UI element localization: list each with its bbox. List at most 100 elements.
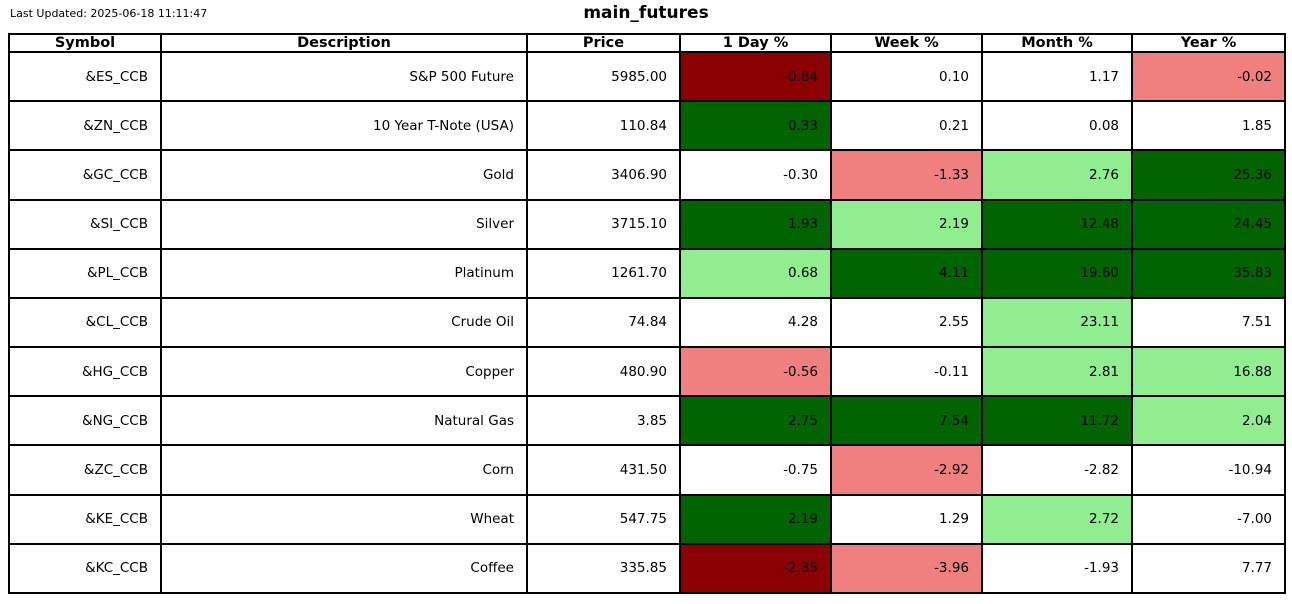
column-header-1day: 1 Day % bbox=[679, 33, 832, 53]
price-cell: 74.84 bbox=[526, 296, 681, 349]
change-cell: -0.11 bbox=[830, 346, 983, 398]
price-cell: 1261.70 bbox=[526, 247, 681, 299]
change-cell: 25.36 bbox=[1131, 149, 1286, 201]
description-cell: Crude Oil bbox=[160, 296, 528, 349]
symbol-cell: &KE_CCB bbox=[8, 493, 162, 545]
table-row: &KC_CCB Coffee 335.85 -2.35 -3.96 -1.93 7.77 bbox=[8, 542, 1286, 595]
change-cell: 2.19 bbox=[830, 198, 983, 250]
change-cell: 2.19 bbox=[679, 493, 832, 545]
change-cell: -0.84 bbox=[679, 50, 832, 103]
price-cell: 547.75 bbox=[526, 493, 681, 545]
description-cell: Copper bbox=[160, 346, 528, 398]
change-cell: 11.72 bbox=[981, 395, 1133, 447]
table-row: &ZC_CCB Corn 431.50 -0.75 -2.92 -2.82 -10.94 bbox=[8, 444, 1286, 496]
price-cell: 110.84 bbox=[526, 100, 681, 152]
change-cell: 2.75 bbox=[679, 395, 832, 447]
change-cell: 2.76 bbox=[981, 149, 1133, 201]
symbol-cell: &GC_CCB bbox=[8, 149, 162, 201]
change-cell: -2.92 bbox=[830, 444, 983, 496]
change-cell: 1.29 bbox=[830, 493, 983, 545]
description-cell: Wheat bbox=[160, 493, 528, 545]
table-row: &ZN_CCB 10 Year T-Note (USA) 110.84 0.33 0.2… bbox=[8, 100, 1286, 152]
symbol-cell: &ZC_CCB bbox=[8, 444, 162, 496]
description-cell: 10 Year T-Note (USA) bbox=[160, 100, 528, 152]
description-cell: Corn bbox=[160, 444, 528, 496]
change-cell: 0.10 bbox=[830, 50, 983, 103]
futures-table-body: &ES_CCB S&P 500 Future 5985.00 -0.84 0.10 1.1… bbox=[8, 50, 1286, 595]
price-cell: 3.85 bbox=[526, 395, 681, 447]
change-cell: 0.68 bbox=[679, 247, 832, 299]
symbol-cell: &PL_CCB bbox=[8, 247, 162, 299]
change-cell: 2.72 bbox=[981, 493, 1133, 545]
change-cell: 0.08 bbox=[981, 100, 1133, 152]
column-header-price: Price bbox=[526, 33, 681, 53]
column-header-week: Week % bbox=[830, 33, 983, 53]
column-header-month: Month % bbox=[981, 33, 1133, 53]
change-cell: -3.96 bbox=[830, 542, 983, 595]
change-cell: 35.83 bbox=[1131, 247, 1286, 299]
page-title: main_futures bbox=[583, 3, 709, 23]
symbol-cell: &KC_CCB bbox=[8, 542, 162, 595]
change-cell: 2.55 bbox=[830, 296, 983, 349]
change-cell: 4.28 bbox=[679, 296, 832, 349]
price-cell: 3715.10 bbox=[526, 198, 681, 250]
last-updated-timestamp: Last Updated: 2025-06-18 11:11:47 bbox=[10, 7, 208, 20]
symbol-cell: &NG_CCB bbox=[8, 395, 162, 447]
change-cell: 12.48 bbox=[981, 198, 1133, 250]
change-cell: -2.82 bbox=[981, 444, 1133, 496]
description-cell: S&P 500 Future bbox=[160, 50, 528, 103]
change-cell: -1.33 bbox=[830, 149, 983, 201]
symbol-cell: &ES_CCB bbox=[8, 50, 162, 103]
change-cell: 7.54 bbox=[830, 395, 983, 447]
change-cell: -7.00 bbox=[1131, 493, 1286, 545]
table-row: &SI_CCB Silver 3715.10 1.93 2.19 12.48 24.45 bbox=[8, 198, 1286, 250]
futures-table: Symbol Description Price 1 Day % Week % … bbox=[8, 33, 1286, 595]
change-cell: -0.02 bbox=[1131, 50, 1286, 103]
change-cell: -1.93 bbox=[981, 542, 1133, 595]
table-row: &PL_CCB Platinum 1261.70 0.68 4.11 19.60 35.83 bbox=[8, 247, 1286, 299]
symbol-cell: &CL_CCB bbox=[8, 296, 162, 349]
price-cell: 431.50 bbox=[526, 444, 681, 496]
change-cell: 0.33 bbox=[679, 100, 832, 152]
description-cell: Platinum bbox=[160, 247, 528, 299]
change-cell: 16.88 bbox=[1131, 346, 1286, 398]
change-cell: 4.11 bbox=[830, 247, 983, 299]
table-row: &GC_CCB Gold 3406.90 -0.30 -1.33 2.76 25.36 bbox=[8, 149, 1286, 201]
table-header: Symbol Description Price 1 Day % Week % … bbox=[8, 33, 1286, 53]
change-cell: 23.11 bbox=[981, 296, 1133, 349]
change-cell: 1.85 bbox=[1131, 100, 1286, 152]
change-cell: 24.45 bbox=[1131, 198, 1286, 250]
column-header-description: Description bbox=[160, 33, 528, 53]
change-cell: 2.04 bbox=[1131, 395, 1286, 447]
change-cell: -2.35 bbox=[679, 542, 832, 595]
change-cell: 7.77 bbox=[1131, 542, 1286, 595]
description-cell: Coffee bbox=[160, 542, 528, 595]
symbol-cell: &HG_CCB bbox=[8, 346, 162, 398]
price-cell: 480.90 bbox=[526, 346, 681, 398]
change-cell: 7.51 bbox=[1131, 296, 1286, 349]
table-header-row: Symbol Description Price 1 Day % Week % … bbox=[8, 33, 1286, 53]
symbol-cell: &SI_CCB bbox=[8, 198, 162, 250]
table-row: &ES_CCB S&P 500 Future 5985.00 -0.84 0.10 1.1… bbox=[8, 50, 1286, 103]
description-cell: Silver bbox=[160, 198, 528, 250]
change-cell: -0.56 bbox=[679, 346, 832, 398]
change-cell: -0.75 bbox=[679, 444, 832, 496]
description-cell: Natural Gas bbox=[160, 395, 528, 447]
column-header-year: Year % bbox=[1131, 33, 1286, 53]
description-cell: Gold bbox=[160, 149, 528, 201]
price-cell: 3406.90 bbox=[526, 149, 681, 201]
table-row: &HG_CCB Copper 480.90 -0.56 -0.11 2.81 16.88 bbox=[8, 346, 1286, 398]
symbol-cell: &ZN_CCB bbox=[8, 100, 162, 152]
table-row: &KE_CCB Wheat 547.75 2.19 1.29 2.72 -7.00 bbox=[8, 493, 1286, 545]
change-cell: 1.93 bbox=[679, 198, 832, 250]
column-header-symbol: Symbol bbox=[8, 33, 162, 53]
change-cell: 1.17 bbox=[981, 50, 1133, 103]
change-cell: 19.60 bbox=[981, 247, 1133, 299]
change-cell: -10.94 bbox=[1131, 444, 1286, 496]
price-cell: 5985.00 bbox=[526, 50, 681, 103]
price-cell: 335.85 bbox=[526, 542, 681, 595]
table-row: &NG_CCB Natural Gas 3.85 2.75 7.54 11.72 2.04 bbox=[8, 395, 1286, 447]
change-cell: 2.81 bbox=[981, 346, 1133, 398]
change-cell: -0.30 bbox=[679, 149, 832, 201]
change-cell: 0.21 bbox=[830, 100, 983, 152]
